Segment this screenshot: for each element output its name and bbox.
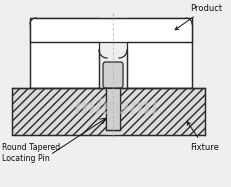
FancyBboxPatch shape bbox=[103, 62, 122, 88]
Bar bbox=[30, 18, 191, 42]
Text: misumi: misumi bbox=[73, 98, 158, 118]
Bar bbox=[106, 88, 119, 130]
Bar bbox=[126, 18, 191, 88]
Text: Fixture: Fixture bbox=[186, 122, 218, 151]
Bar bbox=[12, 88, 204, 135]
Bar bbox=[106, 88, 119, 135]
Bar bbox=[106, 88, 119, 130]
Text: Round Tapered
Locating Pin: Round Tapered Locating Pin bbox=[2, 143, 60, 163]
Bar bbox=[30, 18, 99, 88]
Text: Product: Product bbox=[174, 4, 221, 30]
